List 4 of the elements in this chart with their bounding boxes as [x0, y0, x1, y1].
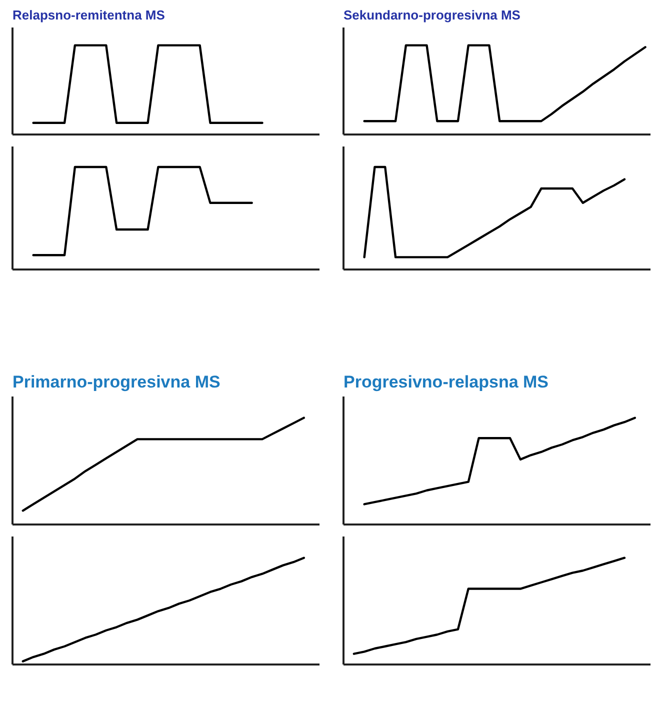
- chart-title: Relapsno-remitentna MS: [12, 8, 166, 22]
- chart-title: Progresivno-relapsna MS: [344, 372, 549, 392]
- chart-title: Sekundarno-progresivna MS: [344, 8, 521, 22]
- chart-title: Primarno-progresivna MS: [12, 372, 220, 392]
